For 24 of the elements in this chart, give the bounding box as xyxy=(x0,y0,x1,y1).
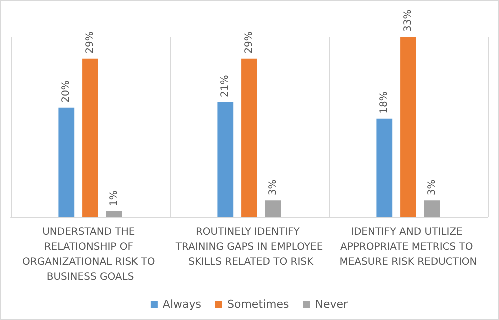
x-tick-label: IDENTIFY AND UTILIZE APPROPRIATE METRICS TO MEASURE RISK REDUCTION xyxy=(340,227,478,268)
bar xyxy=(265,200,282,217)
bar xyxy=(106,212,122,217)
data-label: 21% xyxy=(220,75,232,98)
data-label: 18% xyxy=(379,92,390,114)
x-tick-label: ROUTINELY IDENTIFY TRAINING GAPS IN EMPLOYEE SKILLS RELATED TO RISK xyxy=(174,227,324,268)
data-label: 29% xyxy=(85,32,96,54)
data-label: 20% xyxy=(61,80,72,103)
bar xyxy=(218,102,234,217)
legend-label: Always xyxy=(162,298,202,311)
bar xyxy=(376,118,393,217)
data-label: 29% xyxy=(244,32,255,54)
data-label: 1% xyxy=(108,190,120,207)
legend-label: Never xyxy=(315,298,349,311)
bar xyxy=(82,58,98,217)
bar xyxy=(400,37,416,217)
bar xyxy=(58,108,75,217)
bar xyxy=(242,58,258,217)
x-tick-label: UNDERSTAND THE RELATIONSHIP OF ORGANIZATIONAL RISK TO BUSINESS GOALS xyxy=(22,227,158,283)
data-label: 33% xyxy=(403,10,414,32)
bar xyxy=(424,200,440,217)
legend-label: Sometimes xyxy=(227,298,290,311)
data-label: 3% xyxy=(268,180,279,196)
data-label: 3% xyxy=(426,180,438,196)
